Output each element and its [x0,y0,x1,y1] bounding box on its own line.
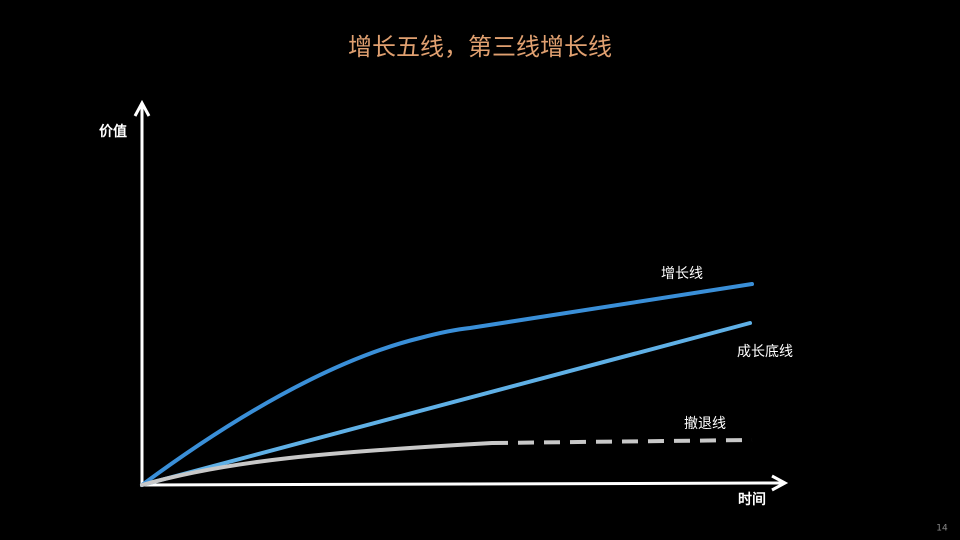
page-number: 14 [936,524,948,534]
baseline-line [140,321,752,487]
growth-line [140,282,754,487]
line-label: 成长底线 [737,344,793,360]
y-axis-label: 价值 [99,123,127,140]
x-axis [139,481,783,487]
line-label: 增长线 [661,266,703,282]
slide-title: 增长五线，第三线增长线 [348,33,612,61]
line-label: 撤退线 [684,416,726,432]
retreat-line-dashed [491,438,753,445]
x-axis-label: 时间 [738,491,766,508]
y-axis-arrow [133,99,151,117]
retreat-line [140,441,494,487]
x-axis-arrow [771,474,789,492]
